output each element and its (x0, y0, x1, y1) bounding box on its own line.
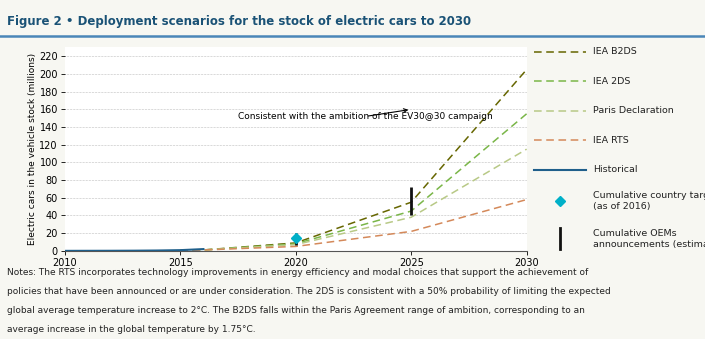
Text: Historical: Historical (593, 165, 638, 174)
Text: global average temperature increase to 2°C. The B2DS falls within the Paris Agre: global average temperature increase to 2… (7, 306, 585, 315)
Text: Cumulative country targets
(as of 2016): Cumulative country targets (as of 2016) (593, 191, 705, 211)
Text: IEA 2DS: IEA 2DS (593, 77, 630, 85)
Text: Paris Declaration: Paris Declaration (593, 106, 674, 115)
Text: IEA RTS: IEA RTS (593, 136, 629, 144)
Text: Notes: The RTS incorporates technology improvements in energy efficiency and mod: Notes: The RTS incorporates technology i… (7, 268, 588, 277)
Y-axis label: Electric cars in the vehicle stock (millions): Electric cars in the vehicle stock (mill… (27, 53, 37, 245)
Text: Cumulative OEMs
announcements (estimate): Cumulative OEMs announcements (estimate) (593, 228, 705, 249)
Text: Consistent with the ambition of the EV30@30 campaign: Consistent with the ambition of the EV30… (238, 109, 493, 121)
Text: Figure 2 • Deployment scenarios for the stock of electric cars to 2030: Figure 2 • Deployment scenarios for the … (7, 15, 471, 28)
Text: policies that have been announced or are under consideration. The 2DS is consist: policies that have been announced or are… (7, 287, 611, 296)
Text: average increase in the global temperature by 1.75°C.: average increase in the global temperatu… (7, 325, 256, 334)
Text: IEA B2DS: IEA B2DS (593, 47, 637, 56)
